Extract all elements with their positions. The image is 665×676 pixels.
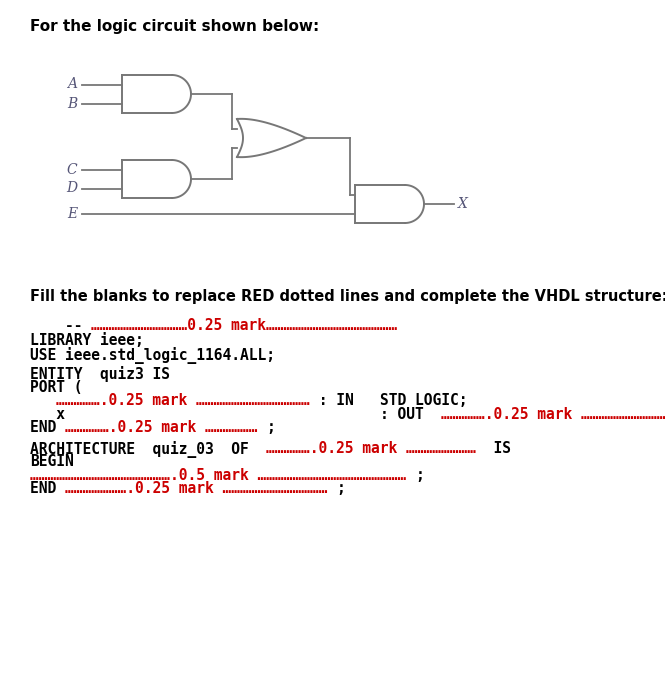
- Text: END: END: [30, 420, 65, 435]
- Text: ………………….0.25 mark ………………………………: ………………….0.25 mark ………………………………: [65, 481, 336, 496]
- Text: B: B: [66, 97, 77, 110]
- Text: …………….0.25 mark ………………: …………….0.25 mark ………………: [65, 420, 266, 435]
- Text: : OUT: : OUT: [380, 407, 441, 422]
- Text: ENTITY  quiz3 IS: ENTITY quiz3 IS: [30, 366, 170, 383]
- Text: PORT (: PORT (: [30, 380, 82, 395]
- Text: X: X: [458, 197, 468, 211]
- Text: USE ieee.std_logic_1164.ALL;: USE ieee.std_logic_1164.ALL;: [30, 347, 275, 364]
- Text: BEGIN: BEGIN: [30, 454, 74, 469]
- Text: ………………………………………….0.5 mark ……………………………………………: ………………………………………….0.5 mark ………………………………………: [30, 468, 415, 483]
- Text: x: x: [30, 407, 65, 422]
- Text: ;: ;: [266, 420, 275, 435]
- Text: Fill the blanks to replace RED dotted lines and complete the VHDL structure:: Fill the blanks to replace RED dotted li…: [30, 289, 665, 304]
- Text: LIBRARY ieee;: LIBRARY ieee;: [30, 333, 144, 347]
- Text: For the logic circuit shown below:: For the logic circuit shown below:: [30, 19, 319, 34]
- Text: ;: ;: [336, 481, 345, 496]
- Text: E: E: [67, 206, 77, 220]
- Text: ARCHITECTURE  quiz_03  OF: ARCHITECTURE quiz_03 OF: [30, 441, 266, 458]
- Text: ……………………………0.25 mark………………………………………: ……………………………0.25 mark………………………………………: [91, 318, 398, 333]
- Text: IS: IS: [476, 441, 511, 456]
- Text: …………….0.25 mark …………………………: …………….0.25 mark …………………………: [441, 407, 665, 422]
- Text: END: END: [30, 481, 65, 496]
- Text: …………….0.25 mark ……………………: …………….0.25 mark ……………………: [266, 441, 476, 456]
- Text: …………….0.25 mark …………………………………: …………….0.25 mark …………………………………: [56, 393, 310, 408]
- Text: --: --: [30, 318, 91, 333]
- Text: A: A: [67, 78, 77, 91]
- Text: C: C: [66, 162, 77, 176]
- Text: ;: ;: [415, 468, 424, 483]
- Text: : IN   STD LOGIC;: : IN STD LOGIC;: [310, 393, 467, 408]
- Text: D: D: [66, 181, 77, 195]
